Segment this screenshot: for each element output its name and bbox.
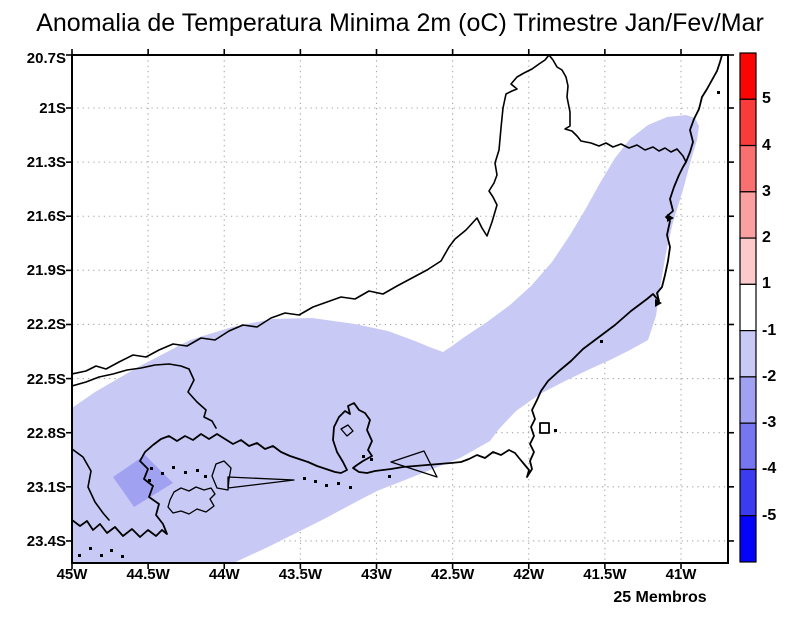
y-tick-label: 23.1S [26, 478, 66, 496]
y-tick-label: 20.7S [26, 50, 66, 67]
colorbar-segment [739, 376, 757, 424]
plot-frame [71, 54, 729, 564]
colorbar-segment [739, 144, 757, 193]
colorbar-segment [739, 422, 757, 471]
x-tick-label: 42.5W [430, 566, 475, 583]
island-outlines [167, 424, 438, 515]
y-tick-label: 21.9S [26, 262, 66, 280]
x-tick-label: 42W [513, 566, 545, 583]
state-border-lines [72, 55, 687, 521]
x-tick-label: 41W [665, 566, 697, 583]
colorbar-tick-label: 1 [762, 275, 771, 293]
colorbar-segment [739, 52, 757, 100]
map-layers [72, 55, 723, 563]
y-tick-label: 22.5S [26, 370, 66, 388]
colorbar-tick-label: -1 [762, 321, 777, 339]
coastline [72, 55, 723, 538]
colorbar-tick-label: -4 [762, 460, 777, 478]
ticks [66, 49, 734, 569]
y-tick-label: 21.3S [26, 154, 66, 172]
y-tick-label: 21.6S [26, 208, 66, 226]
colorbar-tick-label: 3 [762, 182, 771, 200]
anomaly-band-minus1-region [72, 115, 699, 563]
x-tick-label: 45W [56, 566, 88, 583]
anomaly-patch-minus2-region [113, 455, 173, 507]
x-tick-label: 44.5W [126, 566, 170, 583]
colorbar-tick-label: 5 [762, 90, 771, 108]
y-tick-label: 22.2S [26, 316, 66, 334]
y-tick-label: 23.4S [26, 532, 66, 550]
x-tick-label: 41.5W [583, 566, 627, 583]
colorbar-segment [739, 330, 757, 378]
colorbar-tick-label: -3 [762, 414, 777, 432]
colorbar-segment [739, 515, 757, 563]
colorbar-segment [739, 468, 757, 517]
colorbar-tick-label: -5 [762, 506, 777, 524]
colorbar-tick-label: 2 [762, 229, 771, 247]
colorbar-segment [739, 237, 757, 285]
y-tick-label: 22.8S [26, 424, 66, 442]
colorbar-segment [739, 283, 757, 332]
x-tick-label: 43W [361, 566, 392, 583]
figure-title: Anomalia de Temperatura Minima 2m (oC) T… [36, 9, 764, 37]
x-tick-label: 43.5W [278, 566, 323, 583]
x-tick-label: 44W [208, 566, 240, 583]
colorbar-segment [739, 98, 757, 147]
ensemble-members-label: 25 Membros [613, 589, 707, 606]
colorbar [739, 52, 757, 563]
colorbar-segment [739, 191, 757, 239]
colorbar-tick-label: 4 [762, 136, 771, 154]
y-tick-label: 21S [39, 100, 66, 117]
colorbar-tick-label: -2 [762, 367, 777, 385]
